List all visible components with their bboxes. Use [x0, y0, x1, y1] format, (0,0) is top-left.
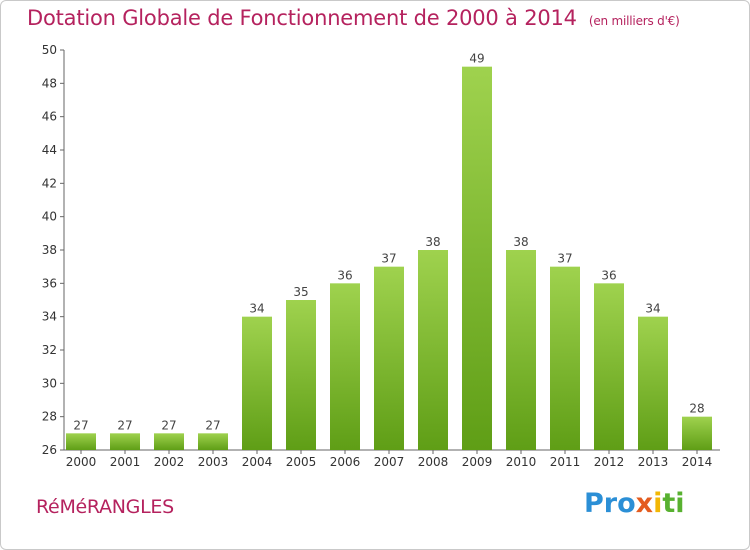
x-tick-label: 2001: [110, 455, 141, 469]
bar-2014: [682, 416, 712, 450]
bar-2011: [550, 266, 580, 450]
data-label-2007: 37: [381, 252, 396, 266]
bar-2010: [506, 250, 536, 450]
bar-2005: [286, 300, 316, 450]
x-tick-label: 2012: [594, 455, 625, 469]
x-tick-label: 2000: [66, 455, 97, 469]
data-label-2003: 27: [205, 418, 220, 432]
data-label-2009: 49: [469, 52, 484, 66]
x-tick-label: 2011: [550, 455, 581, 469]
logo-part-2: x: [635, 488, 654, 519]
proxiti-logo: Proxiti: [584, 488, 685, 519]
logo-part-1: Pro: [584, 488, 636, 519]
y-tick-label: 28: [42, 410, 57, 424]
bar-2008: [418, 250, 448, 450]
chart-data-labels: 27 27 27 27 34 35 36 37 38 49 38 37 36 34 28: [73, 52, 704, 433]
y-tick-label: 46: [42, 110, 57, 124]
logo-part-3: i: [653, 488, 663, 519]
y-tick-label: 36: [42, 276, 57, 290]
y-tick-label: 30: [42, 376, 57, 390]
data-label-2014: 28: [689, 402, 704, 416]
chart-title: Dotation Globale de Fonctionnement de 20…: [27, 6, 680, 30]
y-tick-label: 48: [42, 76, 57, 90]
data-label-2005: 35: [293, 285, 308, 299]
y-tick-label: 34: [42, 310, 57, 324]
bar-2003: [198, 433, 228, 450]
data-label-2000: 27: [73, 418, 88, 432]
data-label-2013: 34: [645, 302, 660, 316]
x-tick-label: 2003: [198, 455, 229, 469]
y-tick-label: 42: [42, 176, 57, 190]
data-label-2008: 38: [425, 235, 440, 249]
x-tick-label: 2007: [374, 455, 405, 469]
data-label-2004: 34: [249, 302, 264, 316]
bar-2013: [638, 316, 668, 450]
y-tick-label: 50: [42, 43, 57, 57]
chart-bars: [66, 66, 712, 451]
y-tick-label: 38: [42, 243, 57, 257]
data-label-2006: 36: [337, 268, 352, 282]
bar-2007: [374, 266, 404, 450]
y-tick-label: 26: [42, 443, 57, 457]
bar-2001: [110, 433, 140, 450]
data-label-2011: 37: [557, 252, 572, 266]
y-tick-label: 40: [42, 210, 57, 224]
bar-2000: [66, 433, 96, 450]
x-tick-label: 2004: [242, 455, 273, 469]
bar-2002: [154, 433, 184, 450]
x-tick-label: 2002: [154, 455, 185, 469]
x-tick-label: 2013: [638, 455, 669, 469]
logo-part-4: ti: [662, 488, 685, 519]
bar-2004: [242, 316, 272, 450]
x-tick-label: 2005: [286, 455, 317, 469]
data-label-2010: 38: [513, 235, 528, 249]
data-label-2012: 36: [601, 268, 616, 282]
bar-2009: [462, 66, 492, 451]
bar-2006: [330, 283, 360, 450]
chart-title-text: Dotation Globale de Fonctionnement de 20…: [27, 6, 577, 30]
x-tick-label: 2008: [418, 455, 449, 469]
x-tick-label: 2014: [682, 455, 713, 469]
y-tick-label: 44: [42, 143, 57, 157]
x-tick-label: 2009: [462, 455, 493, 469]
y-tick-label: 32: [42, 343, 57, 357]
x-tick-label: 2006: [330, 455, 361, 469]
chart-unit: (en milliers d'€): [588, 14, 680, 28]
commune-name: RéMéRANGLES: [36, 496, 174, 518]
data-label-2001: 27: [117, 418, 132, 432]
x-tick-label: 2010: [506, 455, 537, 469]
bar-2012: [594, 283, 624, 450]
data-label-2002: 27: [161, 418, 176, 432]
